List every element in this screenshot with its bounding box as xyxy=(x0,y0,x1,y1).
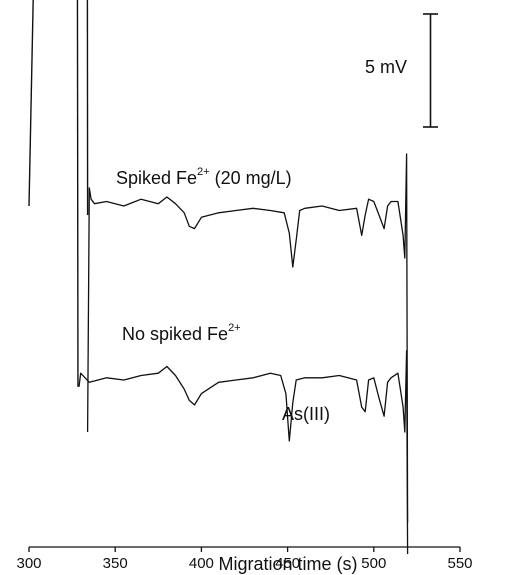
trace-nospiked xyxy=(78,349,409,555)
initial-spike-upstroke xyxy=(28,0,34,207)
x-tick-label-450: 450 xyxy=(275,555,300,572)
trace-spiked xyxy=(86,153,409,523)
chart-marks xyxy=(28,0,409,555)
x-tick-label-400: 400 xyxy=(189,555,214,572)
x-axis-title: Migration time (s) xyxy=(218,554,357,574)
scale-bar-label: 5 mV xyxy=(365,57,407,77)
spiked-label-suffix: (20 mg/L) xyxy=(210,168,292,188)
x-tick-label-350: 350 xyxy=(103,555,128,572)
spiked-label-prefix: Spiked Fe xyxy=(116,168,197,188)
x-tick-label-300: 300 xyxy=(16,555,41,572)
x-tick-label-500: 500 xyxy=(361,555,386,572)
nospiked-trace-label: No spiked Fe2+ xyxy=(122,322,241,344)
spiked-trace-label: Spiked Fe2+ (20 mg/L) xyxy=(116,166,292,188)
as-iii-peak-label: As(III) xyxy=(282,404,330,424)
nospiked-label-superscript: 2+ xyxy=(228,322,241,334)
spiked-label-superscript: 2+ xyxy=(197,166,210,178)
x-axis-ticks: 300 350 400 450 500 550 xyxy=(16,547,473,572)
scale-bar xyxy=(423,13,438,128)
x-tick-label-550: 550 xyxy=(447,555,472,572)
system-peak-spike-1 xyxy=(76,0,79,387)
nospiked-label-prefix: No spiked Fe xyxy=(122,324,228,344)
